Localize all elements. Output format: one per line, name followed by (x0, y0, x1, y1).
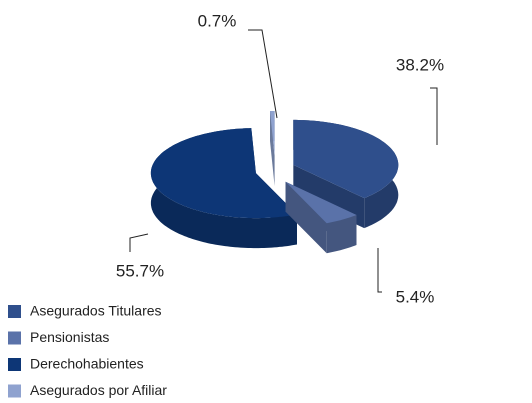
leader-line (248, 29, 278, 119)
legend-label: Derechohabientes (30, 356, 144, 372)
leader-line (129, 233, 149, 252)
data-label: 5.4% (396, 287, 435, 306)
legend-label: Asegurados Titulares (30, 303, 162, 319)
legend-swatch (8, 331, 21, 345)
data-label: 0.7% (198, 11, 237, 30)
legend-swatch (8, 384, 21, 398)
data-label: 55.7% (116, 261, 164, 280)
legend-label: Pensionistas (30, 329, 109, 345)
slice-side (326, 215, 357, 254)
slice-wall (285, 181, 327, 254)
leader-line (377, 248, 382, 293)
legend-swatch (8, 305, 21, 318)
slice (150, 128, 297, 219)
slice (293, 119, 399, 199)
legend-swatch (8, 358, 21, 371)
legend-label: Asegurados por Afiliar (30, 382, 167, 398)
slice (270, 111, 275, 156)
data-label: 38.2% (396, 55, 444, 74)
slice (285, 181, 357, 224)
leader-line (430, 87, 438, 145)
